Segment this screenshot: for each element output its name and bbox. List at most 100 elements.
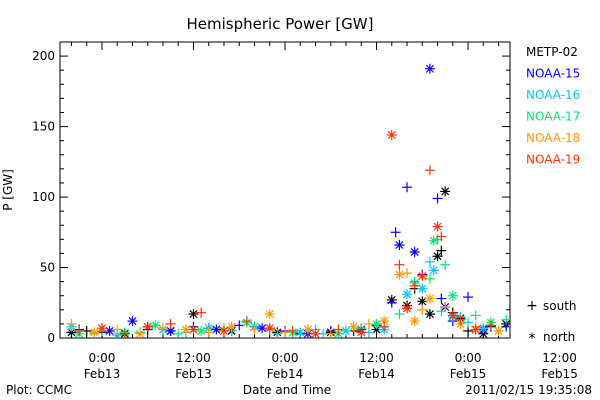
x-tick-label-time: 0:00 — [88, 351, 115, 365]
point-noaa-17-south — [440, 259, 451, 270]
point-noaa-18-north — [493, 325, 504, 336]
point-noaa-16-north — [417, 283, 428, 294]
point-noaa-18-north — [264, 309, 275, 320]
point-noaa-19-north — [432, 221, 443, 232]
point-noaa-18-south — [66, 318, 77, 329]
point-noaa-17-south — [394, 309, 405, 320]
point-noaa-19-south — [165, 318, 176, 329]
point-noaa-15-north — [424, 63, 435, 74]
point-noaa-19-south — [436, 231, 447, 242]
point-noaa-17-north — [562, 312, 572, 322]
point-noaa-17-south — [501, 314, 510, 325]
point-noaa-19-south — [409, 280, 420, 291]
point-noaa-15-north — [257, 323, 268, 334]
point-noaa-18-north — [302, 324, 313, 335]
y-tick-label: 200 — [32, 49, 55, 63]
point-noaa-15-north — [516, 313, 526, 323]
y-tick-label: 150 — [32, 120, 55, 134]
point-metp-02-north — [417, 296, 428, 307]
point-noaa-16-north — [478, 323, 489, 334]
x-tick-label-time: 0:00 — [272, 351, 299, 365]
point-noaa-19-south — [394, 259, 405, 270]
y-tick-label: 100 — [32, 190, 55, 204]
point-noaa-17-south — [173, 328, 184, 338]
point-noaa-15-north — [555, 288, 565, 298]
point-metp-02-north — [440, 186, 451, 197]
point-noaa-19-south — [119, 328, 130, 338]
point-noaa-19-north — [218, 325, 229, 336]
point-noaa-19-south — [196, 307, 207, 318]
y-tick-label: 50 — [40, 261, 55, 275]
marker-key: + south * north — [526, 298, 576, 347]
point-noaa-18-south — [112, 324, 123, 335]
x-axis: 0:00 Feb13 12:00 Feb13 0:00 Feb14 12:00 Feb14 0:… — [70, 42, 578, 381]
point-noaa-19-north — [470, 324, 481, 335]
point-metp-02-north — [539, 313, 549, 323]
point-noaa-18-north — [574, 282, 584, 292]
x-axis-label: Date and Time — [243, 383, 331, 397]
y-tick-label: 0 — [47, 331, 55, 345]
legend-entry-noaa-18: NOAA-18 — [526, 131, 580, 145]
point-noaa-15-south — [539, 286, 549, 296]
point-noaa-18-south — [280, 327, 290, 338]
point-noaa-15-north — [394, 239, 405, 250]
marker-key-south-symbol: + — [526, 298, 538, 314]
point-noaa-18-north — [424, 293, 435, 304]
point-noaa-15-north — [409, 247, 420, 258]
point-noaa-15-south — [432, 193, 443, 204]
point-noaa-15-south — [402, 182, 413, 193]
x-tick-label-day: Feb14 — [267, 367, 304, 381]
point-noaa-19-south — [241, 316, 252, 327]
point-noaa-17-south — [424, 273, 435, 284]
point-noaa-15-south — [463, 292, 474, 303]
x-tick-label-day: Feb15 — [450, 367, 487, 381]
point-noaa-15-south — [436, 293, 447, 304]
point-noaa-19-south — [424, 165, 435, 176]
point-noaa-19-north — [562, 234, 572, 244]
point-noaa-18-north — [409, 316, 420, 327]
marker-key-north-symbol: * — [529, 331, 536, 347]
point-noaa-17-north — [524, 319, 534, 329]
point-noaa-16-south — [424, 256, 435, 267]
point-noaa-16-north — [402, 289, 413, 300]
point-noaa-19-south — [74, 325, 85, 336]
legend-entry-metp-02: METP-02 — [526, 45, 578, 59]
point-noaa-18-north — [226, 321, 237, 332]
point-noaa-19-north — [264, 323, 275, 334]
legend-entry-noaa-17: NOAA-17 — [526, 110, 580, 124]
point-noaa-19-north — [447, 310, 458, 321]
legend: METP-02 NOAA-15 NOAA-16 NOAA-17 NOAA-18 NOAA-… — [526, 45, 580, 167]
y-axis-label: P [GW] — [1, 169, 15, 211]
point-noaa-19-north — [386, 130, 397, 141]
plot-frame — [59, 41, 511, 339]
marker-key-south-label: south — [543, 299, 577, 313]
x-tick-label-day: Feb15 — [541, 367, 578, 381]
x-tick-label-time: 12:00 — [176, 351, 211, 365]
point-noaa-19-north — [356, 327, 367, 338]
point-noaa-17-north — [196, 325, 207, 336]
point-noaa-15-south — [386, 297, 397, 308]
point-noaa-17-south — [470, 310, 481, 321]
y-axis: 0 50 100 150 200 — [32, 49, 510, 345]
point-metp-02-north — [424, 309, 435, 320]
x-tick-label-time: 12:00 — [359, 351, 394, 365]
point-noaa-19-south — [287, 325, 298, 336]
point-noaa-17-north — [447, 290, 458, 301]
point-noaa-17-north — [150, 320, 161, 331]
legend-entry-noaa-19: NOAA-19 — [526, 153, 580, 167]
data-points — [66, 63, 584, 338]
point-noaa-18-south — [203, 327, 214, 338]
footer-source: Plot: CCMC — [6, 383, 72, 397]
point-noaa-16-north — [555, 317, 565, 327]
point-metp-02-south — [463, 325, 474, 336]
point-noaa-18-north — [89, 327, 100, 338]
point-noaa-16-south — [463, 317, 474, 328]
point-noaa-16-south — [272, 328, 283, 338]
legend-entry-noaa-15: NOAA-15 — [526, 67, 580, 81]
point-noaa-18-north — [348, 321, 359, 332]
point-noaa-16-south — [532, 316, 542, 326]
point-noaa-19-north — [142, 321, 153, 332]
point-noaa-18-south — [440, 301, 451, 312]
point-noaa-19-north — [402, 303, 413, 314]
